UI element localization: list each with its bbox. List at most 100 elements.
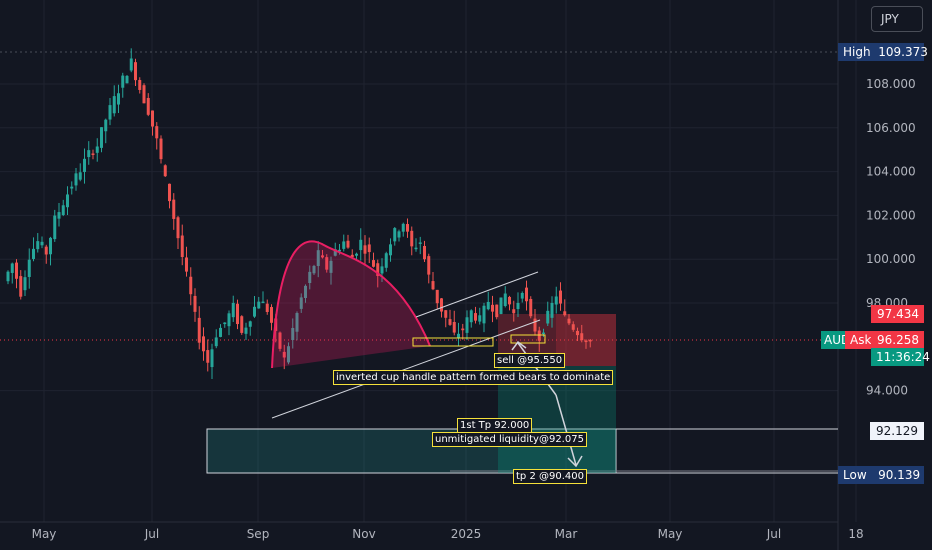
candle-up <box>129 58 133 71</box>
ask-label: Ask <box>845 331 871 349</box>
candle-down <box>15 262 18 279</box>
candle-up <box>287 346 290 363</box>
x-axis: May Jul Sep Nov 2025 Mar May Jul 18 <box>32 527 864 541</box>
pattern-label[interactable]: inverted cup handle pattern formed bears… <box>333 370 614 385</box>
candle-down <box>576 330 579 336</box>
ask-price-tag: 96.258 <box>871 331 924 349</box>
candle-up <box>6 271 10 282</box>
candle-down <box>138 80 142 90</box>
projection-line <box>517 342 557 396</box>
candle-down <box>372 260 375 267</box>
candle-down <box>176 217 180 239</box>
currency-selector[interactable]: JPY <box>871 6 923 32</box>
candle-up <box>70 186 74 189</box>
candle-up <box>384 253 388 268</box>
tp2-label[interactable]: tp 2 @90.400 <box>513 469 587 484</box>
candle-down <box>265 303 269 312</box>
candle-up <box>66 194 69 208</box>
arrow-head <box>567 455 583 468</box>
candle-up <box>295 313 299 332</box>
candle-up <box>393 228 397 242</box>
bid-price-tag: 97.434 <box>871 305 924 323</box>
candle-up <box>32 248 35 259</box>
candle-up <box>554 296 558 305</box>
candle-up <box>53 215 57 240</box>
candle-up <box>244 327 248 334</box>
candle-down <box>202 336 205 352</box>
arrow-head <box>511 340 527 351</box>
candle-down <box>155 126 159 139</box>
candle-up <box>61 205 65 216</box>
x-tick-label: Mar <box>555 527 578 541</box>
candle-up <box>87 150 91 158</box>
liquidity-label[interactable]: unmitigated liquidity@92.075 <box>432 432 587 447</box>
candle-up <box>542 332 545 335</box>
candle-up <box>121 75 125 88</box>
candle-up <box>418 242 422 244</box>
y-tick-label: 94.000 <box>866 384 908 398</box>
candle-up <box>83 158 86 172</box>
candle-down <box>533 318 537 332</box>
candle-up <box>389 244 392 256</box>
candle-up <box>112 96 116 114</box>
candle-up <box>304 285 307 299</box>
candle-up <box>457 333 460 339</box>
x-tick-label: Jul <box>144 527 159 541</box>
candle-up <box>231 302 235 318</box>
candle-down <box>529 298 533 317</box>
candle-up <box>27 259 31 277</box>
sell-label[interactable]: sell @95.550 <box>494 353 566 368</box>
candle-down <box>282 351 286 358</box>
candle-up <box>78 172 82 180</box>
candle-down <box>376 263 380 276</box>
candle-down <box>168 183 171 202</box>
x-tick-label: May <box>658 527 683 541</box>
candle-up <box>503 293 507 306</box>
candle-down <box>185 257 188 272</box>
candle-down <box>151 110 154 127</box>
y-tick-label: 102.000 <box>866 208 916 222</box>
handle-box <box>412 337 494 347</box>
cup-fill <box>272 241 430 368</box>
candle-down <box>410 230 414 247</box>
candle-up <box>520 292 524 299</box>
candle-up <box>312 265 316 274</box>
low-price-tag: Low 90.139 <box>838 466 924 484</box>
candle-down <box>197 317 201 343</box>
candle-down <box>580 333 584 341</box>
candle-down <box>495 304 499 318</box>
candle-up <box>482 305 486 324</box>
candle-down <box>350 254 354 258</box>
candle-up <box>23 277 27 291</box>
drawings <box>271 240 583 468</box>
entry-box <box>510 334 546 344</box>
candle-up <box>308 271 312 284</box>
y-tick-label: 108.000 <box>866 77 916 91</box>
candle-up <box>49 237 52 255</box>
candle-down <box>142 85 146 104</box>
candle-down <box>508 296 511 305</box>
candle-up <box>414 247 418 250</box>
candle-up <box>210 349 214 368</box>
grid-lines <box>0 0 857 550</box>
candle-up <box>40 241 44 246</box>
candle-down <box>452 321 456 333</box>
candle-up <box>253 306 256 317</box>
candle-up <box>550 302 554 318</box>
candle-down <box>270 307 273 323</box>
candle-up <box>499 297 503 315</box>
candle-up <box>108 105 112 120</box>
x-tick-label: May <box>32 527 57 541</box>
tp1-label[interactable]: 1st Tp 92.000 <box>457 418 533 433</box>
neckline-trendline <box>271 319 541 419</box>
candle-down <box>134 62 137 81</box>
x-tick-label: Jul <box>766 527 781 541</box>
candle-up <box>248 321 252 327</box>
candle-up <box>333 249 337 256</box>
candle-down <box>571 324 575 330</box>
candle-down <box>563 311 567 316</box>
candle-down <box>236 303 239 325</box>
candle-down <box>431 281 435 290</box>
